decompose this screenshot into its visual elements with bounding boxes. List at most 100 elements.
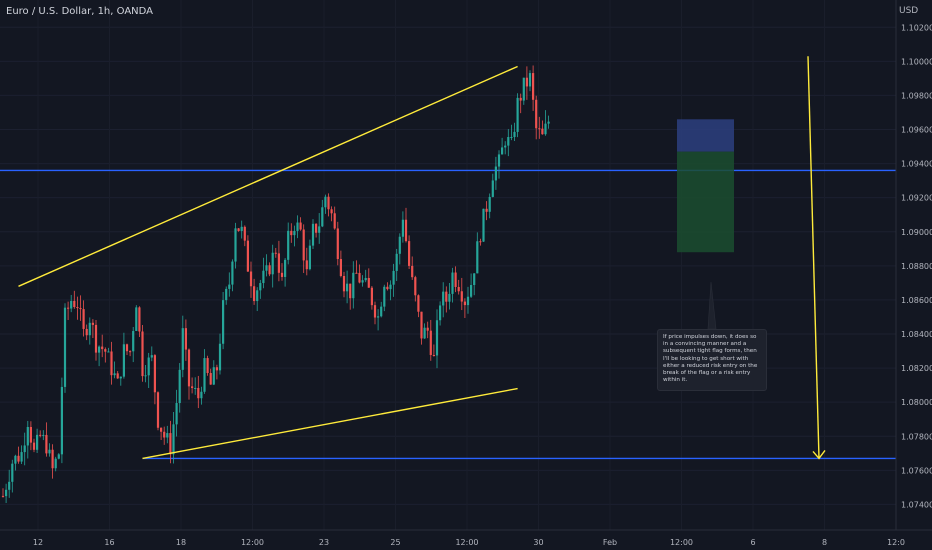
bull-candle bbox=[57, 454, 60, 459]
bear-candle bbox=[125, 344, 129, 352]
candles bbox=[1, 65, 550, 504]
bull-candle bbox=[150, 355, 153, 358]
bear-candle bbox=[336, 228, 339, 260]
bear-candle bbox=[305, 260, 308, 270]
bull-candle bbox=[507, 137, 510, 146]
bull-candle bbox=[132, 331, 135, 352]
bear-candle bbox=[290, 230, 293, 236]
bull-candle bbox=[491, 180, 494, 197]
bull-candle bbox=[178, 369, 181, 404]
currency-label[interactable]: USD bbox=[899, 6, 919, 16]
bear-candle bbox=[330, 209, 333, 214]
bear-candle bbox=[76, 307, 79, 309]
bear-candle bbox=[104, 349, 107, 352]
time-axis: 12 16 18 12:00 23 25 12:00 30 Feb 12:00 6 8 12:0 bbox=[33, 538, 905, 547]
bear-candle bbox=[367, 277, 370, 288]
bull-candle bbox=[60, 386, 63, 455]
bear-candle bbox=[519, 97, 522, 101]
lower-trendline bbox=[142, 387, 518, 460]
time-tick-label: 18 bbox=[176, 538, 186, 547]
bull-candle bbox=[240, 226, 243, 231]
bear-candle bbox=[51, 449, 54, 469]
bear-candle bbox=[82, 309, 85, 329]
time-tick-label: 6 bbox=[750, 538, 755, 547]
bear-candle bbox=[191, 386, 194, 388]
bear-candle bbox=[355, 272, 358, 274]
horizontal-levels bbox=[0, 169, 896, 460]
bull-candle bbox=[63, 307, 67, 387]
bull-candle bbox=[473, 273, 476, 286]
bull-candle bbox=[228, 284, 231, 289]
price-axis: 1.10200 1.10000 1.09800 1.09600 1.09400 1.092… bbox=[901, 23, 932, 509]
bull-candle bbox=[510, 136, 513, 138]
bear-candle bbox=[237, 228, 240, 231]
bull-candle bbox=[482, 208, 485, 242]
price-tick-label: 1.09200 bbox=[901, 194, 932, 203]
bear-candle bbox=[299, 222, 302, 230]
bull-candle bbox=[466, 296, 470, 306]
bear-candle bbox=[277, 253, 280, 273]
bear-candle bbox=[479, 241, 482, 243]
time-tick-label: 12:00 bbox=[670, 538, 693, 547]
bear-candle bbox=[414, 277, 417, 296]
time-tick-label: Feb bbox=[603, 538, 617, 547]
bear-candle bbox=[342, 276, 346, 292]
bull-candle bbox=[271, 252, 274, 275]
bull-candle bbox=[476, 241, 479, 274]
bear-candle bbox=[349, 283, 352, 299]
bear-candle bbox=[280, 272, 284, 277]
bull-candle bbox=[88, 322, 91, 336]
bull-candle bbox=[119, 376, 122, 379]
bear-candle bbox=[417, 295, 420, 312]
time-tick-label: 8 bbox=[822, 538, 827, 547]
bull-candle bbox=[234, 228, 237, 262]
bull-candle bbox=[26, 426, 29, 446]
bear-candle bbox=[538, 128, 541, 130]
bull-candle bbox=[231, 261, 234, 285]
bull-candle bbox=[11, 463, 14, 482]
take-profit-zone bbox=[677, 151, 734, 253]
bull-candle bbox=[5, 489, 8, 497]
bear-candle bbox=[525, 77, 528, 87]
bear-candle bbox=[79, 308, 82, 310]
bear-candle bbox=[160, 427, 163, 432]
bear-candle bbox=[411, 265, 414, 278]
bull-candle bbox=[516, 97, 519, 132]
bull-candle bbox=[488, 196, 491, 212]
projection-line bbox=[807, 56, 820, 459]
bull-candle bbox=[23, 445, 26, 453]
bear-candle bbox=[246, 240, 249, 272]
bull-candle bbox=[36, 434, 39, 450]
bull-candle bbox=[522, 77, 525, 101]
bull-candle bbox=[166, 433, 169, 438]
price-tick-label: 1.10200 bbox=[901, 23, 932, 32]
bear-candle bbox=[408, 241, 411, 266]
bear-candle bbox=[274, 252, 277, 254]
bear-candle bbox=[454, 272, 457, 287]
bull-candle bbox=[439, 305, 442, 321]
time-tick-label: 12:0 bbox=[887, 538, 905, 547]
bull-candle bbox=[70, 300, 73, 309]
bear-candle bbox=[386, 286, 389, 290]
bear-candle bbox=[17, 455, 20, 462]
grid bbox=[0, 26, 896, 505]
bull-candle bbox=[494, 166, 497, 181]
bear-candle bbox=[373, 305, 377, 318]
price-tick-label: 1.08000 bbox=[901, 398, 932, 407]
bear-candle bbox=[327, 196, 330, 210]
bear-candle bbox=[429, 330, 432, 355]
price-tick-label: 1.07800 bbox=[901, 432, 932, 441]
bull-candle bbox=[321, 207, 324, 227]
bear-candle bbox=[153, 355, 156, 393]
bear-candle bbox=[463, 301, 466, 306]
bull-candle bbox=[194, 387, 197, 389]
bear-candle bbox=[101, 346, 104, 350]
bull-candle bbox=[318, 226, 321, 233]
bull-candle bbox=[311, 223, 315, 246]
bear-candle bbox=[535, 99, 538, 129]
annotation-note[interactable]: If price impulses down, it does so in a … bbox=[657, 329, 767, 391]
bull-candle bbox=[451, 272, 454, 294]
bear-candle bbox=[485, 208, 488, 212]
